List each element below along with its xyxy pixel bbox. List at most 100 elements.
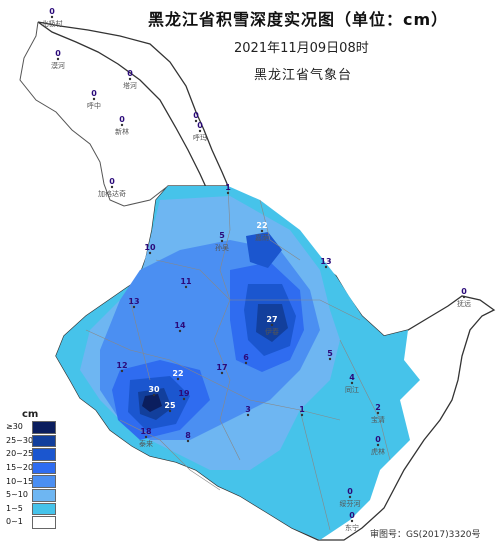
station-value: 18 [140, 427, 152, 436]
station-value: 1 [299, 405, 305, 414]
station-dot [194, 119, 198, 123]
station-value: 5 [327, 349, 333, 358]
snow-area-30plus [142, 394, 162, 412]
station-dot [144, 435, 148, 439]
station-value: 0 [461, 287, 467, 296]
station-name: 抚远 [457, 299, 471, 308]
station-dot [350, 381, 354, 385]
station-value: 5 [219, 231, 225, 240]
station-name: 呼玛 [193, 133, 207, 142]
station-dot [324, 265, 328, 269]
legend-swatch [32, 475, 56, 488]
station-value: 12 [116, 361, 127, 370]
station-value: 3 [245, 405, 251, 414]
station-dot [270, 323, 274, 327]
legend-label: 25~30 [6, 435, 34, 445]
station-dot [186, 439, 190, 443]
station-dot [50, 15, 54, 19]
station-value: 0 [119, 115, 125, 124]
station-name: 宝清 [371, 415, 385, 424]
station-value: 14 [174, 321, 186, 330]
station-dot [220, 371, 224, 375]
station-value: 0 [127, 69, 133, 78]
station-name: 漠河 [51, 61, 65, 70]
northern-region [19, 21, 169, 207]
station-value: 17 [216, 363, 227, 372]
legend-unit: cm [22, 409, 39, 420]
station-value: 0 [109, 177, 115, 186]
station-value: 10 [144, 243, 156, 252]
station-name: 北极村 [42, 19, 63, 28]
station-dot [110, 185, 114, 189]
legend-swatch [32, 461, 56, 475]
legend-label: 5~10 [6, 490, 28, 500]
station-name: 同江 [345, 386, 359, 394]
legend-row: 15~20 [6, 461, 56, 475]
legend-row: 0~1 [6, 515, 56, 529]
station-dot [300, 413, 304, 417]
legend: cm ≥30 25~30 20~25 15~20 10~15 5~10 1~5 0~1 [6, 409, 56, 529]
legend-swatch [32, 488, 56, 502]
station-name: 孙吴 [215, 243, 229, 252]
station-name: 塔河 [123, 81, 137, 90]
station-name: 虎林 [371, 447, 385, 456]
legend-swatch [32, 434, 56, 448]
station-dot [176, 377, 180, 381]
station-dot [168, 409, 172, 413]
station-dot [348, 495, 352, 499]
station-dot [198, 129, 202, 133]
legend-row: 1~5 [6, 502, 56, 516]
station-value: 22 [172, 369, 183, 378]
station-dot [120, 369, 124, 373]
station-dot [148, 251, 152, 255]
station-value: 0 [91, 89, 97, 98]
station-dot [350, 519, 354, 523]
station-dot [244, 361, 248, 365]
issuing-organization: 黑龙江省气象台 [254, 68, 353, 83]
legend-row: 5~10 [6, 488, 56, 502]
station-dot [120, 123, 124, 127]
station-value: 2 [375, 403, 381, 412]
station-name: 新林 [115, 127, 129, 136]
legend-label: 20~25 [6, 449, 34, 459]
station-value: 11 [180, 277, 192, 286]
map-date: 2021年11月09日08时 [234, 41, 369, 56]
station-name: 伊春 [265, 327, 279, 336]
station-value: 25 [164, 401, 176, 410]
station-dot [462, 295, 466, 299]
station-value: 6 [243, 353, 249, 362]
map-approval-number: 审图号：GS(2017)3320号 [370, 530, 481, 540]
station-name: 东宁 [345, 523, 359, 532]
station-value: 27 [266, 315, 277, 324]
station-value: 4 [349, 373, 355, 382]
station-name: 绥芬河 [340, 499, 361, 508]
station-dot [376, 411, 380, 415]
station-dot [132, 305, 136, 309]
legend-row: ≥30 [6, 420, 56, 434]
station-dot [182, 397, 186, 401]
station-value: 13 [128, 297, 139, 306]
map-title: 黑龙江省积雪深度实况图（单位：cm） [148, 10, 449, 29]
legend-row: 25~30 [6, 434, 56, 448]
legend-label: 1~5 [6, 503, 23, 513]
station-value: 0 [375, 435, 381, 444]
station-name: 嘉荫 [255, 233, 269, 242]
legend-label: 15~20 [6, 463, 34, 473]
station-dot [260, 229, 264, 233]
legend-swatch [32, 448, 56, 461]
station-value: 22 [256, 221, 267, 230]
snow-area-20to25 [128, 232, 296, 430]
station-dot [376, 443, 380, 447]
station-dot [56, 57, 60, 61]
station-value: 0 [197, 121, 203, 130]
station-name: 呼中 [87, 101, 101, 110]
station-markers: 0北极村0漠河0塔河0呼中0新林00呼玛0加格达奇122嘉荫5孙吴13100抚远… [42, 7, 472, 532]
legend-label: 0~1 [6, 517, 23, 527]
legend-swatch [32, 502, 56, 516]
legend-row: 10~15 [6, 474, 56, 488]
station-value: 8 [185, 431, 191, 440]
station-dot [92, 97, 96, 101]
station-dot [226, 191, 230, 195]
station-value: 0 [347, 487, 353, 496]
